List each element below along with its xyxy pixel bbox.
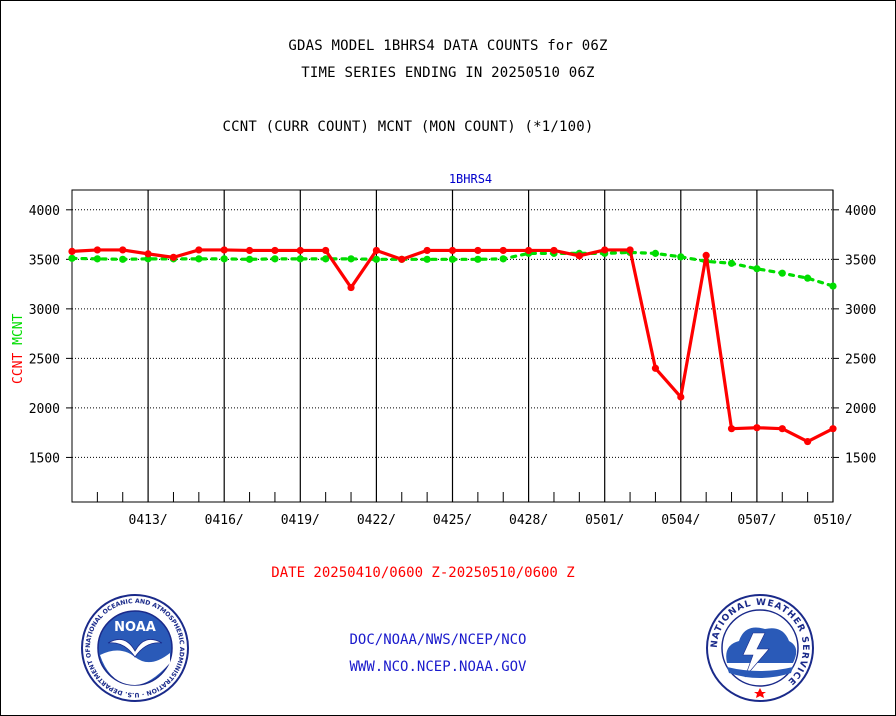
y-tick-label-left: 2000 bbox=[29, 402, 60, 417]
chart-subtitle-date: TIME SERIES ENDING IN 20250510 06Z bbox=[301, 65, 595, 81]
ccnt-point bbox=[169, 253, 178, 261]
ccnt-point bbox=[398, 255, 406, 263]
y-tick-label-right: 1500 bbox=[845, 451, 876, 466]
y-tick-label-left: 3500 bbox=[29, 253, 60, 268]
noaa-center-text: NOAA bbox=[114, 620, 156, 635]
y-label-ccnt: CCNT bbox=[11, 353, 26, 384]
y-axis-label: CCNT MCNT bbox=[11, 313, 26, 384]
x-tick-label: 0510/ bbox=[813, 513, 852, 528]
mcnt-point bbox=[347, 255, 355, 263]
x-tick-label: 0504/ bbox=[661, 513, 700, 528]
mcnt-point bbox=[727, 259, 736, 267]
y-label-mcnt: MCNT bbox=[11, 313, 26, 352]
mcnt-point bbox=[245, 255, 254, 263]
ccnt-point bbox=[601, 246, 609, 254]
mcnt-point bbox=[677, 253, 685, 261]
noaa-logo-icon: NOAA NATIONAL OCEANIC AND ATMOSPHERIC AD… bbox=[80, 593, 189, 702]
mcnt-point bbox=[499, 255, 507, 263]
mcnt-point bbox=[423, 255, 431, 263]
x-tick-label: 0419/ bbox=[281, 513, 320, 528]
ccnt-point bbox=[753, 424, 761, 432]
mcnt-point bbox=[144, 255, 152, 263]
x-tick-label: 0413/ bbox=[129, 513, 168, 528]
mcnt-point bbox=[220, 255, 228, 263]
chart-subtitle: 1BHRS4 bbox=[449, 172, 492, 186]
ccnt-point bbox=[702, 251, 710, 259]
x-tick-label: 0501/ bbox=[585, 513, 624, 528]
ccnt-point bbox=[423, 246, 431, 255]
website-link[interactable]: WWW.NCO.NCEP.NOAA.GOV bbox=[349, 659, 527, 675]
ccnt-point bbox=[727, 425, 736, 433]
ccnt-point bbox=[322, 246, 330, 255]
x-tick-label: 0507/ bbox=[737, 513, 776, 528]
ccnt-point bbox=[575, 252, 583, 260]
mcnt-point bbox=[93, 255, 101, 263]
ccnt-point bbox=[448, 246, 457, 255]
y-tick-label-right: 3000 bbox=[845, 303, 876, 318]
x-tick-label: 0428/ bbox=[509, 513, 548, 528]
axis-layer bbox=[66, 189, 839, 503]
mcnt-point bbox=[372, 255, 380, 263]
mcnt-point bbox=[778, 269, 786, 277]
ccnt-point bbox=[525, 246, 533, 255]
ccnt-point bbox=[296, 246, 304, 255]
x-tick-label: 0425/ bbox=[433, 513, 472, 528]
date-range-label: DATE 20250410/0600 Z-20250510/0600 Z bbox=[271, 565, 575, 581]
mcnt-point bbox=[651, 249, 660, 257]
ccnt-point bbox=[195, 246, 203, 254]
mcnt-point bbox=[68, 254, 76, 262]
mcnt-point bbox=[753, 265, 761, 273]
ccnt-point bbox=[550, 246, 558, 255]
y-tick-label-right: 4000 bbox=[845, 204, 876, 219]
y-tick-label-left: 3000 bbox=[29, 303, 60, 318]
nws-logo-icon: NATIONAL WEATHER SERVICE bbox=[706, 594, 814, 702]
ccnt-point bbox=[220, 246, 228, 254]
ccnt-point bbox=[499, 246, 507, 255]
mcnt-point bbox=[296, 255, 304, 263]
y-tick-label-right: 3500 bbox=[845, 253, 876, 268]
label-layer: 1500 1500 2000 2000 2500 2500 3000 3000 3500 3500… bbox=[11, 172, 876, 528]
mcnt-point bbox=[322, 255, 330, 263]
ccnt-point bbox=[626, 246, 634, 254]
mcnt-point bbox=[448, 255, 457, 263]
mcnt-point bbox=[474, 255, 482, 263]
x-tick-label: 0422/ bbox=[357, 513, 396, 528]
ccnt-point bbox=[271, 246, 279, 255]
ccnt-point bbox=[144, 250, 152, 258]
plot-area-border bbox=[71, 189, 834, 503]
y-tick-label-left: 2500 bbox=[29, 352, 60, 367]
ccnt-point bbox=[677, 393, 685, 401]
org-line: DOC/NOAA/NWS/NCEP/NCO bbox=[349, 632, 527, 648]
mcnt-point bbox=[829, 282, 837, 290]
mcnt-point bbox=[119, 255, 127, 263]
ccnt-point bbox=[778, 425, 786, 433]
y-tick-label-right: 2000 bbox=[845, 402, 876, 417]
ccnt-point bbox=[347, 283, 355, 292]
mcnt-point bbox=[271, 255, 279, 263]
ccnt-point bbox=[474, 246, 482, 255]
chart-title: GDAS MODEL 1BHRS4 DATA COUNTS for 06Z bbox=[288, 38, 608, 54]
ccnt-point bbox=[651, 364, 660, 372]
ccnt-point bbox=[68, 247, 76, 256]
ccnt-point bbox=[93, 246, 101, 254]
series-layer bbox=[68, 246, 837, 446]
ccnt-point bbox=[119, 246, 127, 254]
y-tick-label-left: 1500 bbox=[29, 451, 60, 466]
y-tick-label-left: 4000 bbox=[29, 204, 60, 219]
ccnt-point bbox=[245, 246, 254, 255]
y-tick-label-right: 2500 bbox=[845, 352, 876, 367]
mcnt-point bbox=[195, 255, 203, 263]
ccnt-point bbox=[804, 437, 812, 446]
mcnt-point bbox=[804, 274, 812, 282]
ccnt-point bbox=[829, 425, 837, 433]
ccnt-point bbox=[372, 246, 380, 255]
x-tick-label: 0416/ bbox=[205, 513, 244, 528]
chart-series-description: CCNT (CURR COUNT) MCNT (MON COUNT) (*1/1… bbox=[222, 119, 594, 135]
